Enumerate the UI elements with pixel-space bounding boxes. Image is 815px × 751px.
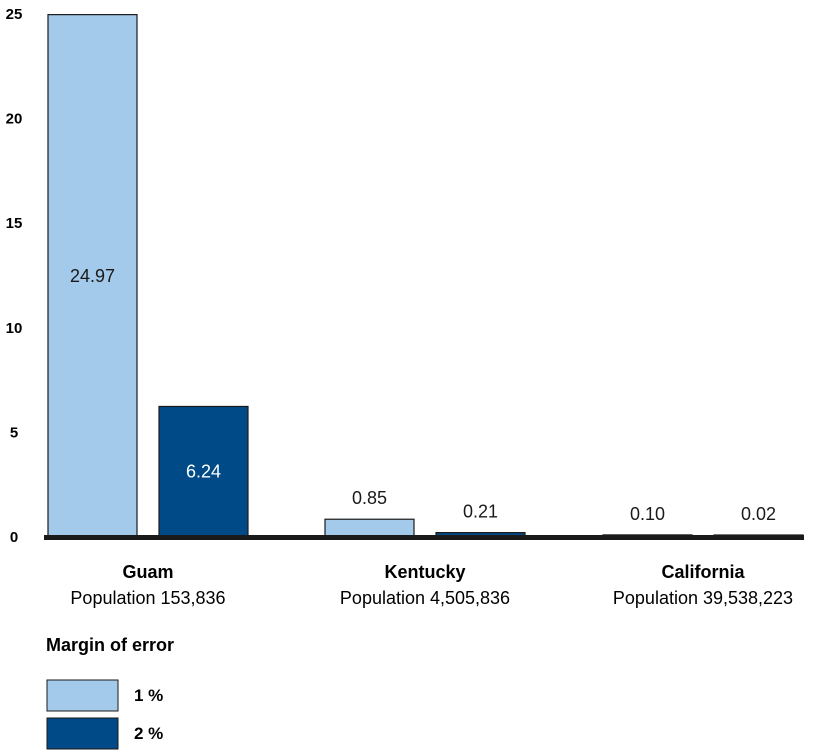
legend-label-1: 1 %: [134, 686, 163, 705]
data-label: 6.24: [186, 462, 221, 482]
y-tick-label: 10: [6, 320, 23, 337]
data-label: 24.97: [70, 266, 115, 286]
legend-label-2: 2 %: [134, 724, 163, 743]
category-label: Guam: [122, 562, 173, 582]
legend-swatch-1: [46, 679, 119, 712]
data-label: 0.10: [630, 504, 665, 524]
bar-guam-series-2: [158, 405, 249, 538]
data-label: 0.02: [741, 504, 776, 524]
legend: Margin of error 1 % 2 %: [46, 635, 174, 750]
bar-guam-series-1: [47, 14, 138, 538]
legend-title: Margin of error: [46, 635, 174, 655]
bar-kentucky-series-1: [324, 518, 415, 538]
category-label: California: [661, 562, 745, 582]
y-tick-label: 0: [10, 529, 18, 546]
bars: [47, 14, 804, 538]
legend-swatch-2: [46, 717, 119, 750]
category-label: Kentucky: [384, 562, 465, 582]
x-axis-baseline: [44, 535, 804, 540]
data-label: 0.85: [352, 488, 387, 508]
y-tick-label: 25: [6, 6, 23, 23]
data-label: 0.21: [463, 502, 498, 522]
data-labels: 24.97 6.24 0.85 0.21 0.10 0.02: [70, 266, 776, 524]
category-labels: Guam Population 153,836 Kentucky Population…: [70, 562, 793, 608]
y-tick-label: 20: [6, 111, 23, 128]
category-sublabel: Population 153,836: [70, 588, 225, 608]
y-tick-label: 15: [6, 215, 23, 232]
category-sublabel: Population 4,505,836: [340, 588, 510, 608]
category-sublabel: Population 39,538,223: [613, 588, 793, 608]
y-tick-label: 5: [10, 424, 18, 441]
y-axis-ticks: 0 5 10 15 20 25: [6, 6, 23, 546]
